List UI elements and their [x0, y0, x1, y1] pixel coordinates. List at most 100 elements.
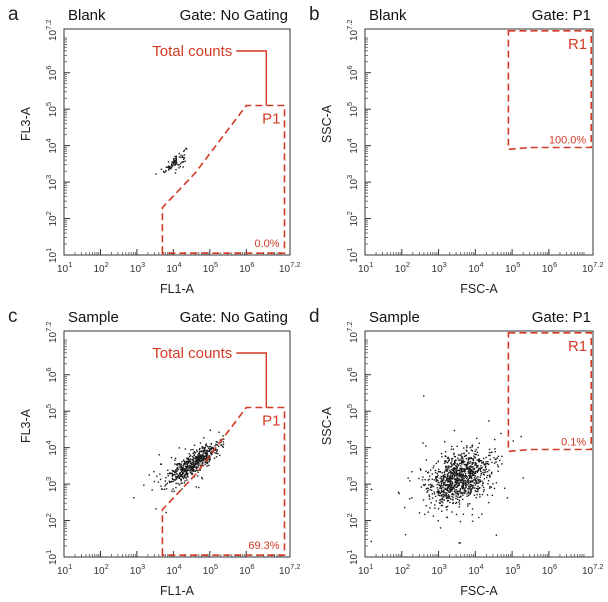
- event-dot: [424, 478, 426, 481]
- event-dot: [455, 459, 457, 462]
- event-dot: [176, 463, 179, 465]
- event-dot: [458, 484, 461, 486]
- event-dot: [201, 455, 204, 457]
- event-dot: [436, 472, 438, 475]
- panel-letter: a: [8, 4, 19, 25]
- event-dot: [204, 461, 207, 463]
- event-dot: [439, 527, 442, 529]
- event-dot: [469, 487, 471, 489]
- event-dot: [481, 466, 483, 469]
- event-dot: [473, 494, 476, 496]
- event-dot: [455, 474, 457, 476]
- event-dot: [455, 497, 457, 500]
- event-dot: [450, 478, 453, 480]
- event-dot: [469, 474, 471, 476]
- event-dot: [222, 441, 225, 443]
- event-dot: [202, 464, 205, 467]
- event-dot: [434, 507, 436, 509]
- event-dot: [487, 479, 490, 482]
- event-dot: [471, 477, 473, 480]
- event-dot: [437, 492, 440, 495]
- event-dot: [195, 460, 197, 462]
- event-dot: [178, 462, 181, 465]
- event-dot: [407, 477, 409, 479]
- event-dot: [447, 473, 449, 475]
- y-tick-label: 106: [345, 367, 360, 382]
- event-dot: [435, 462, 438, 465]
- event-dot: [461, 485, 463, 487]
- gate-r1: [507, 331, 593, 453]
- event-dot: [466, 476, 468, 478]
- event-dot: [456, 472, 459, 475]
- event-dot: [469, 477, 471, 479]
- event-dot: [459, 454, 461, 456]
- event-dot: [183, 149, 186, 151]
- x-tick-label: 103: [432, 260, 447, 275]
- event-dot: [448, 479, 450, 481]
- event-dot: [485, 456, 487, 459]
- event-dot: [172, 480, 174, 483]
- event-dot: [479, 468, 481, 470]
- event-dot: [444, 455, 446, 457]
- event-dot: [471, 458, 473, 460]
- event-dot: [205, 452, 207, 455]
- event-dot: [184, 160, 186, 162]
- event-dot: [443, 441, 446, 443]
- event-dot: [482, 473, 485, 475]
- event-dot: [465, 449, 468, 451]
- event-dot: [482, 482, 484, 484]
- event-dot: [196, 460, 199, 462]
- event-dot: [431, 493, 434, 495]
- event-dot: [449, 476, 452, 478]
- x-tick-label: 107.2: [582, 260, 604, 275]
- event-dot: [180, 156, 182, 159]
- event-dot: [441, 501, 444, 503]
- event-dot: [453, 484, 456, 486]
- event-dot: [194, 470, 196, 473]
- y-tick-label: 106: [44, 65, 59, 80]
- event-dot: [174, 472, 176, 474]
- event-dot: [196, 457, 199, 460]
- event-dot: [181, 488, 183, 490]
- event-dot: [469, 480, 472, 482]
- event-dot: [173, 490, 175, 493]
- event-dot: [446, 479, 449, 482]
- event-dot: [466, 466, 468, 468]
- event-dot: [180, 479, 182, 482]
- event-dot: [449, 479, 451, 481]
- event-dot: [428, 498, 431, 500]
- event-dot: [460, 491, 462, 493]
- event-dot: [494, 438, 496, 441]
- event-dot: [425, 505, 427, 507]
- event-dot: [455, 501, 458, 504]
- event-dot: [220, 444, 222, 446]
- event-dot: [459, 496, 461, 499]
- event-dot: [422, 499, 425, 501]
- event-dot: [212, 447, 214, 449]
- event-dot: [457, 457, 459, 459]
- event-dot: [462, 494, 464, 496]
- event-dot: [464, 474, 466, 477]
- event-dot: [430, 501, 432, 504]
- event-dot: [441, 472, 444, 474]
- event-dot: [473, 479, 475, 481]
- event-dot: [203, 437, 205, 439]
- event-dot: [186, 464, 188, 466]
- event-dot: [450, 489, 453, 491]
- event-dot: [165, 477, 167, 479]
- event-dot: [443, 474, 445, 477]
- event-dot: [449, 481, 451, 483]
- event-dot: [450, 480, 452, 482]
- event-dot: [445, 465, 447, 468]
- event-dot: [455, 465, 458, 467]
- event-dot: [197, 455, 199, 457]
- event-dot: [495, 461, 497, 463]
- event-dot: [174, 163, 177, 166]
- y-tick-label: 107.2: [44, 321, 59, 343]
- event-dot: [483, 477, 486, 480]
- y-axis-label: FL3-A: [19, 408, 33, 443]
- event-dot: [441, 504, 444, 507]
- event-dot: [185, 477, 188, 479]
- event-dot: [463, 468, 466, 470]
- event-dot: [478, 481, 480, 483]
